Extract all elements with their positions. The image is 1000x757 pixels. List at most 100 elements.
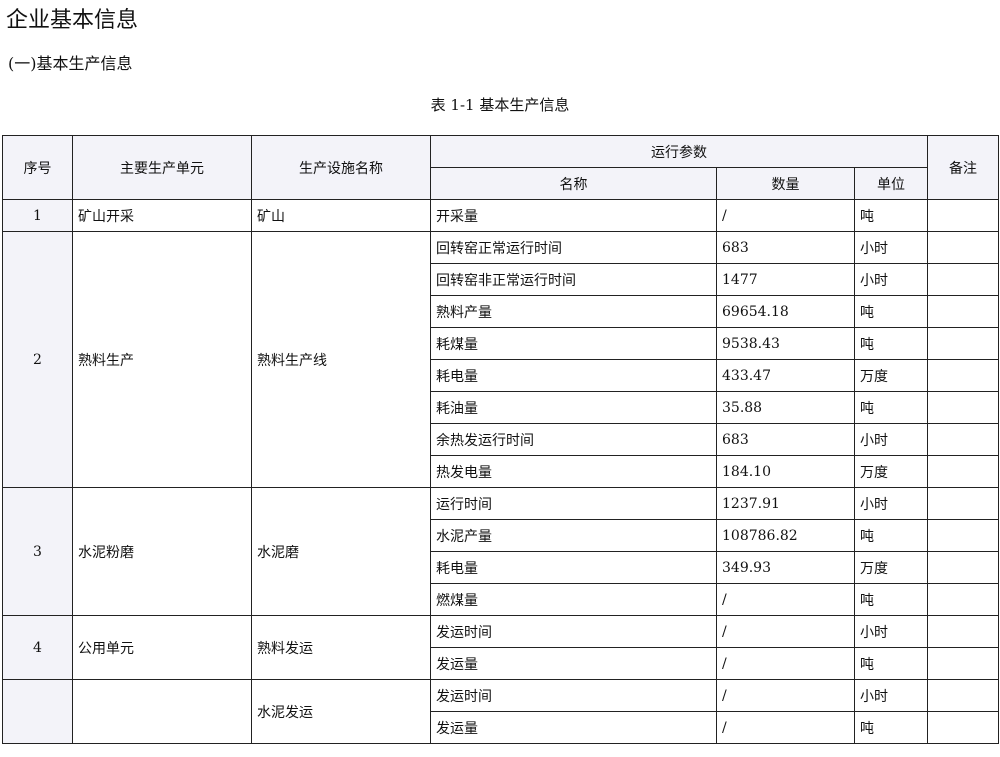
param-uom-cell: 万度	[853, 551, 929, 584]
header-qty: 数量	[716, 167, 855, 200]
table-row: 耗煤量 9538.43 吨	[3, 327, 1000, 360]
param-uom-cell: 吨	[853, 199, 929, 232]
param-name-cell: 回转窑非正常运行时间	[430, 263, 717, 296]
param-name-cell: 耗电量	[430, 359, 717, 392]
table-row: 耗油量 35.88 吨	[3, 391, 1000, 424]
param-qty-cell: /	[716, 711, 855, 744]
unit-cell: 矿山开采	[72, 199, 252, 232]
param-qty-cell: /	[716, 199, 855, 232]
param-uom-cell: 吨	[853, 647, 929, 680]
header-seq: 序号	[2, 135, 73, 200]
table-row: 1 矿山开采 矿山 开采量 / 吨	[2, 199, 1000, 232]
param-qty-cell: 35.88	[716, 391, 855, 424]
table-row: 水泥发运 发运时间 / 小时	[2, 679, 1000, 744]
param-name-cell: 燃煤量	[430, 583, 717, 616]
table-row: 熟料产量 69654.18 吨	[3, 295, 1000, 328]
header-unit: 主要生产单元	[72, 135, 252, 200]
param-uom-cell: 万度	[853, 455, 929, 488]
table-caption: 表 1-1 基本生产信息	[430, 96, 570, 114]
param-qty-cell: /	[716, 647, 855, 680]
table-row: 余热发运行时间 683 小时	[3, 423, 1000, 456]
param-uom-cell: 吨	[853, 519, 929, 552]
facility-cell: 水泥发运	[251, 679, 431, 744]
table-row: 4 公用单元 熟料发运 发运时间 / 小时	[2, 615, 1000, 680]
param-uom-cell: 小时	[853, 423, 929, 456]
param-name-cell: 发运量	[430, 711, 717, 744]
remark-cell	[927, 423, 1000, 456]
param-uom-cell: 吨	[853, 391, 929, 424]
facility-cell: 水泥磨	[251, 487, 431, 616]
param-name-cell: 耗油量	[430, 391, 717, 424]
param-name-cell: 发运时间	[430, 615, 717, 648]
table-row: 耗电量 433.47 万度	[3, 359, 1000, 392]
param-name-cell: 热发电量	[430, 455, 717, 488]
facility-cell: 矿山	[251, 199, 431, 232]
param-qty-cell: 69654.18	[716, 295, 855, 328]
remark-cell	[927, 487, 1000, 520]
remark-cell	[927, 583, 1000, 616]
table-row: 发运量 / 吨	[3, 711, 1000, 744]
table-row: 水泥产量 108786.82 吨	[3, 519, 1000, 552]
remark-cell	[927, 519, 1000, 552]
table-row: 2 熟料生产 熟料生产线 回转窑正常运行时间 683 小时	[2, 231, 1000, 488]
remark-cell	[927, 199, 1000, 232]
param-qty-cell: /	[716, 679, 855, 712]
seq-cell: 3	[2, 487, 73, 616]
param-uom-cell: 吨	[853, 327, 929, 360]
param-qty-cell: 683	[716, 231, 855, 264]
param-qty-cell: 108786.82	[716, 519, 855, 552]
param-name-cell: 发运时间	[430, 679, 717, 712]
param-name-cell: 回转窑正常运行时间	[430, 231, 717, 264]
seq-cell: 1	[2, 199, 73, 232]
facility-cell: 熟料发运	[251, 615, 431, 680]
unit-cell	[72, 679, 252, 744]
production-info-table: 序号 主要生产单元 生产设施名称 运行参数 备注 名称 数量 单位 1 矿山开采矿…	[2, 135, 1000, 744]
unit-cell: 熟料生产	[72, 231, 252, 488]
header-name: 名称	[430, 167, 717, 200]
remark-cell	[927, 615, 1000, 648]
remark-cell	[927, 391, 1000, 424]
param-uom-cell: 小时	[853, 263, 929, 296]
remark-cell	[927, 263, 1000, 296]
header-facility: 生产设施名称	[251, 135, 431, 200]
header-remark: 备注	[927, 135, 1000, 200]
param-name-cell: 熟料产量	[430, 295, 717, 328]
param-qty-cell: 9538.43	[716, 327, 855, 360]
seq-cell: 4	[2, 615, 73, 680]
param-uom-cell: 小时	[853, 231, 929, 264]
section-heading: (一)基本生产信息	[8, 54, 133, 73]
page-title: 企业基本信息	[6, 8, 139, 33]
table-row: 发运量 / 吨	[3, 647, 1000, 680]
remark-cell	[927, 711, 1000, 744]
remark-cell	[927, 295, 1000, 328]
param-uom-cell: 小时	[853, 487, 929, 520]
remark-cell	[927, 359, 1000, 392]
param-uom-cell: 小时	[853, 615, 929, 648]
param-name-cell: 运行时间	[430, 487, 717, 520]
param-uom-cell: 吨	[853, 295, 929, 328]
remark-cell	[927, 455, 1000, 488]
seq-cell: 2	[2, 231, 73, 488]
param-qty-cell: /	[716, 583, 855, 616]
param-name-cell: 耗电量	[430, 551, 717, 584]
table-row: 3 水泥粉磨 水泥磨 运行时间 1237.91 小时	[2, 487, 1000, 616]
param-qty-cell: /	[716, 615, 855, 648]
param-name-cell: 发运量	[430, 647, 717, 680]
remark-cell	[927, 231, 1000, 264]
table-row: 回转窑非正常运行时间 1477 小时	[3, 263, 1000, 296]
param-uom-cell: 万度	[853, 359, 929, 392]
table-row: 燃煤量 / 吨	[3, 583, 1000, 616]
param-qty-cell: 683	[716, 423, 855, 456]
param-qty-cell: 349.93	[716, 551, 855, 584]
param-name-cell: 水泥产量	[430, 519, 717, 552]
seq-cell	[2, 679, 73, 744]
remark-cell	[927, 679, 1000, 712]
remark-cell	[927, 327, 1000, 360]
remark-cell	[927, 551, 1000, 584]
param-name-cell: 开采量	[430, 199, 717, 232]
param-uom-cell: 小时	[853, 679, 929, 712]
header-params: 运行参数	[429, 135, 929, 168]
param-name-cell: 耗煤量	[430, 327, 717, 360]
param-name-cell: 余热发运行时间	[430, 423, 717, 456]
param-qty-cell: 1237.91	[716, 487, 855, 520]
